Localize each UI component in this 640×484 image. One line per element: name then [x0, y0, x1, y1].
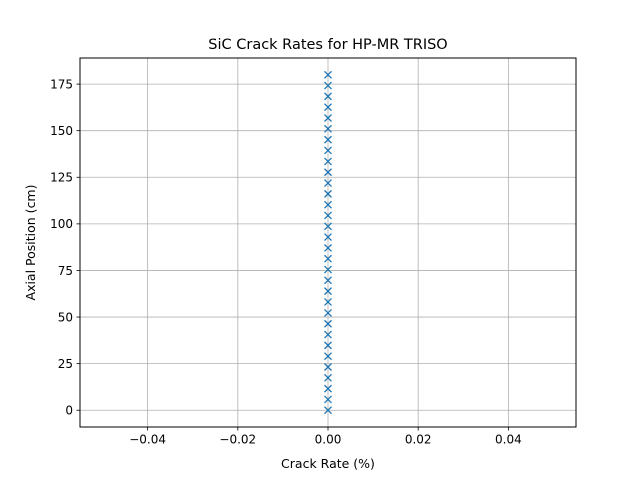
- data-point-x-marker: [324, 395, 332, 404]
- data-point-x-marker: [324, 179, 332, 188]
- data-point-x-marker: [324, 308, 332, 317]
- axis-ticks: −0.04 −0.02 0.00 0.02 0.04 0 25 50 75 100 125 150 17…: [50, 77, 522, 446]
- data-point-x-marker: [324, 330, 332, 339]
- data-point-x-marker: [324, 233, 332, 242]
- data-point-x-marker: [324, 81, 332, 90]
- data-points: [324, 70, 332, 415]
- data-point-x-marker: [324, 287, 332, 296]
- x-tick-label: −0.02: [219, 433, 256, 447]
- x-tick-label: 0.04: [495, 433, 522, 447]
- data-point-x-marker: [324, 243, 332, 252]
- y-tick-label: 150: [50, 124, 73, 138]
- x-tick-label: 0.02: [405, 433, 432, 447]
- data-point-x-marker: [324, 211, 332, 220]
- y-tick-label: 100: [50, 217, 73, 231]
- x-axis-label: Crack Rate (%): [281, 456, 375, 471]
- data-point-x-marker: [324, 363, 332, 371]
- data-point-x-marker: [324, 254, 332, 263]
- data-point-x-marker: [324, 341, 332, 350]
- data-point-x-marker: [324, 103, 332, 112]
- data-point-x-marker: [324, 319, 332, 328]
- y-tick-label: 50: [58, 310, 73, 324]
- data-point-x-marker: [324, 200, 332, 209]
- x-tick-label: 0.00: [315, 433, 342, 447]
- y-tick-label: 0: [65, 404, 73, 418]
- x-tick-label: −0.04: [129, 433, 166, 447]
- data-point-x-marker: [324, 146, 332, 155]
- data-point-x-marker: [324, 406, 332, 415]
- data-point-x-marker: [324, 384, 332, 393]
- data-point-x-marker: [324, 222, 332, 231]
- data-point-x-marker: [324, 135, 332, 144]
- data-point-x-marker: [324, 189, 332, 198]
- data-point-x-marker: [324, 92, 332, 101]
- y-axis-label: Axial Position (cm): [23, 185, 38, 301]
- data-point-x-marker: [324, 124, 332, 133]
- data-point-x-marker: [324, 352, 332, 361]
- data-point-x-marker: [324, 114, 332, 122]
- data-point-x-marker: [324, 297, 332, 306]
- data-point-x-marker: [324, 168, 332, 177]
- y-tick-label: 125: [50, 171, 73, 185]
- y-tick-label: 75: [58, 264, 73, 278]
- data-point-x-marker: [324, 276, 332, 285]
- data-point-x-marker: [324, 70, 332, 79]
- data-point-x-marker: [324, 157, 332, 166]
- data-point-x-marker: [324, 265, 332, 274]
- y-tick-label: 175: [50, 77, 73, 91]
- y-tick-label: 25: [58, 357, 73, 371]
- data-point-x-marker: [324, 373, 332, 382]
- chart-title: SiC Crack Rates for HP-MR TRISO: [208, 37, 447, 53]
